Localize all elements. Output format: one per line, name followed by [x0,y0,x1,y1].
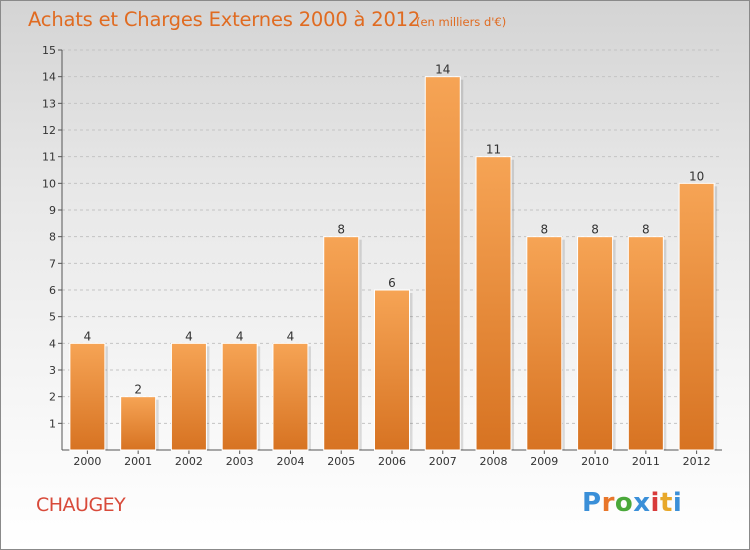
bar-value-label: 4 [185,329,193,343]
bar-value-label: 8 [337,223,345,237]
x-tick-label: 2005 [327,455,355,468]
y-tick-label: 8 [49,231,56,244]
logo-letter: P [582,488,602,518]
y-tick-label: 2 [49,391,56,404]
logo-letter: i [650,488,660,518]
bar-value-label: 8 [642,223,650,237]
chart-title: Achats et Charges Externes 2000 à 2012 [28,8,421,31]
x-tick-label: 2002 [175,455,203,468]
commune-name: CHAUGEY [36,494,126,516]
logo-letter: i [672,488,683,518]
bar-2011 [627,236,664,451]
bar-value-label: 4 [236,329,244,343]
logo-letter: x [633,488,651,518]
y-tick-label: 5 [49,311,56,324]
bar-value-label: 4 [287,329,295,343]
bar-value-label: 4 [84,329,92,343]
x-tick-label: 2010 [581,455,609,468]
logo-letter: o [614,488,634,518]
bar-value-label: 2 [134,383,142,397]
x-tick-label: 2009 [530,455,558,468]
bar-2004 [272,342,309,451]
y-tick-label: 10 [42,177,56,190]
bar-value-label: 14 [435,63,450,77]
x-tick-label: 2000 [73,455,101,468]
y-tick-label: 3 [49,364,56,377]
bar-2010 [577,236,614,451]
bar-2000 [69,342,106,451]
x-tick-label: 2001 [124,455,152,468]
y-tick-label: 11 [42,151,56,164]
x-tick-label: 2004 [276,455,304,468]
bar-2012 [678,182,715,451]
y-tick-label: 1 [49,417,56,430]
bar-value-label: 8 [540,223,548,237]
bar-2002 [170,342,207,451]
bar-2008 [475,156,512,451]
bar-value-label: 11 [486,143,501,157]
bars [69,76,718,451]
x-tick-label: 2008 [480,455,508,468]
bar-labels: 4 2 4 4 4 8 6 14 11 8 8 8 10 [84,63,705,397]
bar-2006 [374,289,410,451]
bar-value-label: 10 [689,169,704,183]
x-tick-label: 2011 [632,455,660,468]
bar-2001 [120,396,157,451]
y-tick-label: 12 [42,124,56,137]
y-tick-label: 6 [49,284,56,297]
bar-2003 [221,342,258,451]
chart-subtitle: (en milliers d'€) [416,15,507,29]
y-tick-label: 13 [42,97,56,110]
x-tick-label: 2012 [683,455,711,468]
x-tick-labels: 2000 2001 2002 2003 2004 2005 2006 2007 2008 2009… [73,455,710,468]
logo-letter: t [659,488,673,518]
y-tick-label: 15 [42,44,56,57]
bar-value-label: 8 [591,223,599,237]
y-tick-label: 14 [42,71,56,84]
bar-2007 [424,76,461,451]
logo-letter: r [601,488,615,518]
x-tick-label: 2006 [378,455,406,468]
proxiti-logo: Proxiti [582,488,682,518]
y-tick-label: 4 [49,337,56,350]
y-tick-label: 9 [49,204,56,217]
x-tick-label: 2003 [226,455,254,468]
bar-2005 [323,236,360,451]
x-tick-label: 2007 [429,455,457,468]
bar-value-label: 6 [388,276,396,290]
y-tick-label: 7 [49,257,56,270]
bar-2009 [526,236,563,451]
